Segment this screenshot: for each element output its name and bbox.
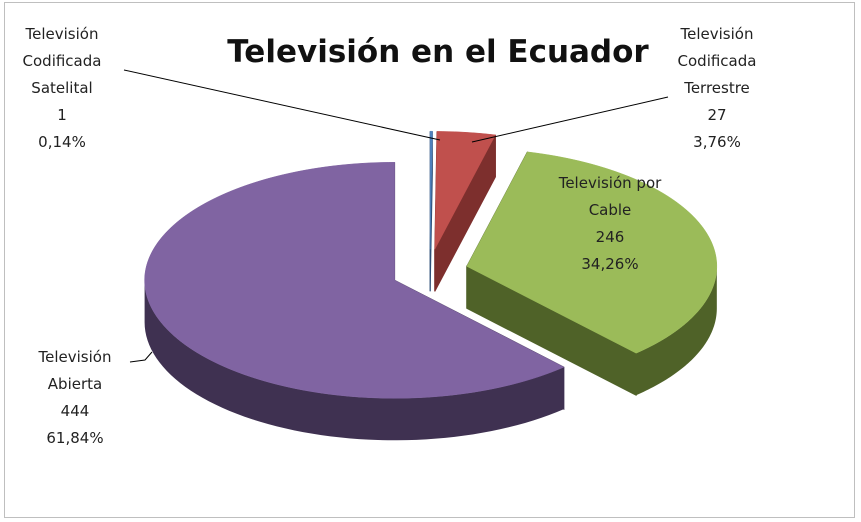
chart-title: Televisión en el Ecuador bbox=[227, 34, 649, 70]
label-category: Televisión Abierta bbox=[38, 348, 112, 393]
label-category: Televisión por Cable bbox=[558, 174, 662, 219]
chart-frame bbox=[4, 2, 855, 518]
leader-line bbox=[471, 96, 669, 143]
slice bbox=[434, 131, 496, 250]
label-value: 1 bbox=[57, 106, 67, 124]
label-value: 246 bbox=[595, 228, 625, 246]
label-value: 27 bbox=[707, 106, 727, 124]
data-label: Televisión Abierta 444 61,84% bbox=[27, 344, 123, 452]
leader-line bbox=[129, 351, 153, 363]
label-value: 444 bbox=[60, 402, 90, 420]
slice bbox=[429, 130, 433, 250]
label-percent: 0,14% bbox=[38, 133, 86, 151]
label-category: Televisión Codificada Satelital bbox=[22, 25, 102, 97]
data-label: Televisión por Cable 246 34,26% bbox=[540, 170, 680, 278]
leader-line bbox=[123, 69, 441, 141]
slice bbox=[466, 151, 718, 354]
data-label: Televisión Codificada Satelital 1 0,14% bbox=[14, 21, 110, 156]
slice bbox=[144, 162, 565, 399]
label-percent: 61,84% bbox=[46, 429, 104, 447]
data-label: Televisión Codificada Terrestre 27 3,76% bbox=[668, 21, 766, 156]
label-percent: 3,76% bbox=[693, 133, 741, 151]
label-percent: 34,26% bbox=[581, 255, 639, 273]
label-category: Televisión Codificada Terrestre bbox=[677, 25, 757, 97]
pie bbox=[144, 130, 718, 441]
slice-side bbox=[144, 280, 564, 441]
